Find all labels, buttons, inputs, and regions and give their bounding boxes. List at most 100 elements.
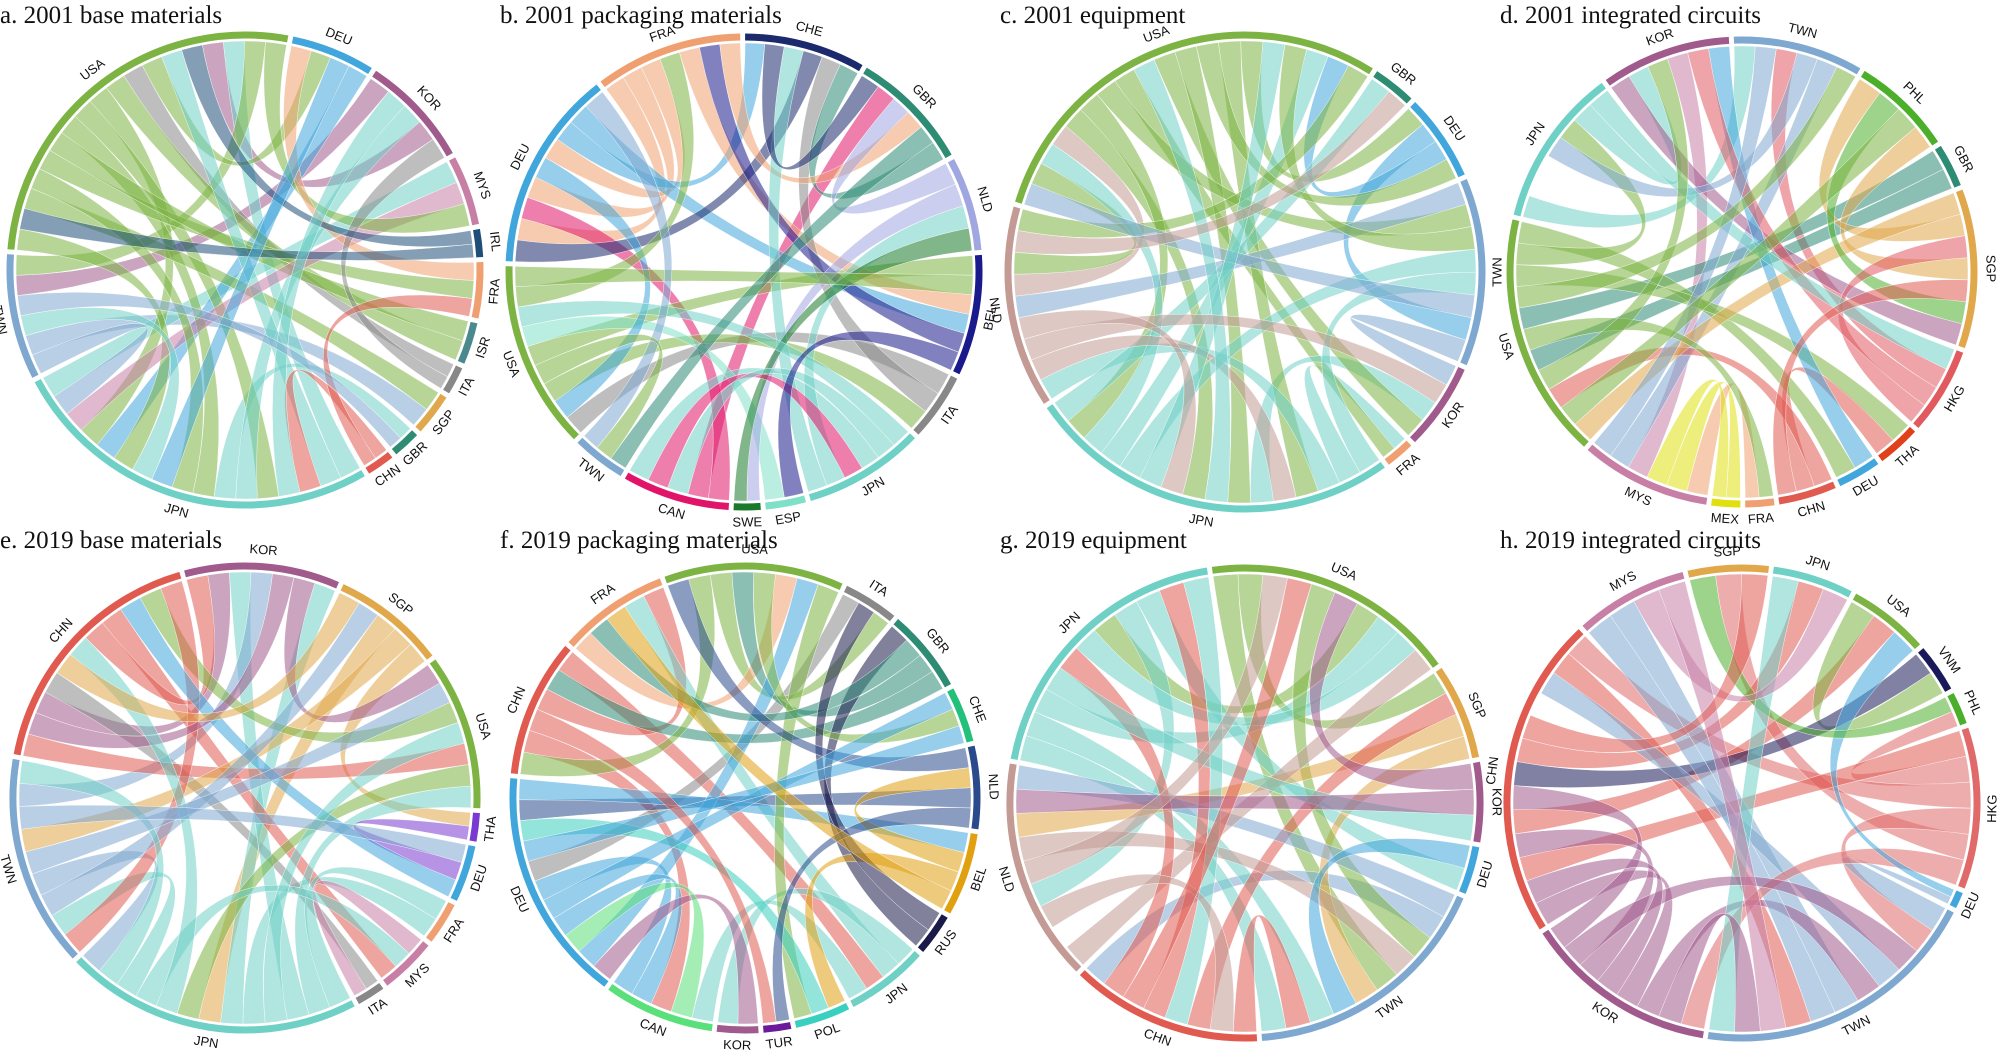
country-arc-can bbox=[608, 984, 713, 1032]
country-label-irl: IRL bbox=[487, 230, 504, 252]
chord-links bbox=[1512, 573, 1972, 1033]
country-arc-twn bbox=[1261, 895, 1464, 1041]
country-arc-gbr bbox=[893, 619, 952, 688]
country-arc-rus bbox=[917, 914, 948, 952]
chord-link bbox=[18, 804, 467, 863]
country-label-bel: BEL bbox=[967, 865, 989, 893]
chord-link bbox=[667, 367, 895, 495]
chord-link bbox=[606, 606, 952, 910]
country-arc-che bbox=[745, 33, 863, 72]
country-label-kor: KOR bbox=[723, 1037, 752, 1051]
country-arc-twn bbox=[1460, 179, 1486, 366]
country-arc-jpn bbox=[76, 957, 355, 1034]
country-arc-ita bbox=[355, 982, 384, 1005]
chord-link bbox=[312, 880, 422, 996]
country-arc-vnm bbox=[1918, 648, 1952, 692]
country-label-mex: MEX bbox=[1710, 510, 1739, 527]
country-arc-chn bbox=[13, 571, 182, 756]
country-arc-bel bbox=[944, 833, 978, 914]
country-label-deu: DEU bbox=[467, 863, 490, 894]
country-arc-usa bbox=[1506, 219, 1589, 447]
chord-links bbox=[518, 571, 972, 1025]
country-label-mys: MYS bbox=[471, 169, 495, 201]
country-label-pol: POL bbox=[812, 1020, 842, 1043]
country-arc-kor bbox=[184, 562, 339, 589]
chord-links bbox=[514, 42, 974, 502]
country-label-jpn: JPN bbox=[1188, 511, 1215, 530]
chord-link bbox=[1054, 78, 1390, 422]
chord-link bbox=[1538, 58, 1689, 390]
country-arc-usa bbox=[1211, 564, 1439, 668]
country-arc-nld bbox=[967, 745, 981, 830]
chord-link bbox=[1015, 788, 1475, 816]
country-arc-usa bbox=[7, 31, 289, 250]
chord-link bbox=[19, 760, 164, 985]
chord-links bbox=[15, 40, 475, 500]
chord-link bbox=[1646, 379, 1729, 498]
chord-link bbox=[1233, 914, 1311, 1033]
chord-link bbox=[517, 300, 909, 446]
country-arc-che bbox=[947, 688, 974, 743]
country-label-usa: USA bbox=[472, 711, 494, 741]
country-arc-twn bbox=[1733, 36, 1861, 75]
country-label-che: CHE bbox=[966, 694, 990, 725]
country-arc-sgp bbox=[1687, 564, 1769, 578]
country-label-tha: THA bbox=[481, 815, 499, 843]
country-arc-fra bbox=[1384, 440, 1412, 465]
country-label-twn: TWN bbox=[1786, 20, 1818, 42]
country-label-usa: USA bbox=[1329, 559, 1360, 583]
country-arc-chn bbox=[510, 645, 571, 774]
panel-h: h. 2019 integrated circuits MYS SGP JPN USA… bbox=[1483, 525, 2000, 1050]
country-arc-nld bbox=[947, 159, 982, 251]
country-label-jpn: JPN bbox=[163, 500, 191, 521]
country-label-nld: NLD bbox=[987, 296, 1006, 324]
country-label-fra: FRA bbox=[1747, 510, 1774, 527]
chord-link bbox=[263, 722, 465, 1024]
country-label-deu: DEU bbox=[323, 24, 354, 48]
country-label-bel: BEL bbox=[980, 305, 999, 332]
country-label-jpn: JPN bbox=[1804, 552, 1832, 574]
country-arc-kor bbox=[1410, 366, 1465, 443]
country-arc-gbr bbox=[1934, 145, 1961, 188]
panel-f: f. 2019 packaging materials USA ITA GBR CHE… bbox=[500, 525, 1002, 1051]
country-arc-usa bbox=[1015, 31, 1373, 204]
country-arc-mys bbox=[1587, 444, 1708, 505]
country-arc-kor bbox=[716, 1024, 759, 1034]
country-arc-fra bbox=[426, 902, 455, 942]
chord-links bbox=[18, 571, 472, 1025]
country-arc-tur bbox=[763, 1022, 792, 1033]
chord-diagram: TWNPHLGBRSGPHKGTHADEUCHNFRAMEXMYSUSAJPNK… bbox=[1495, 20, 1998, 527]
country-label-sgp: SGP bbox=[1465, 690, 1489, 721]
chord-link bbox=[64, 580, 200, 953]
country-label-jpn: JPN bbox=[1522, 119, 1548, 148]
panel-e: e. 2019 base materials KOR SGP USA THA DEU FR… bbox=[0, 525, 500, 1051]
country-label-jpn: JPN bbox=[193, 1033, 220, 1051]
country-arc-sgp bbox=[340, 584, 433, 660]
country-arc-swe bbox=[733, 502, 761, 511]
panel-a: a. 2001 base materials USA DEU KOR MYS IRL FR… bbox=[0, 0, 504, 525]
country-label-nld: NLD bbox=[996, 865, 1018, 894]
chord-link bbox=[1687, 48, 1937, 406]
panel-title: c. 2001 equipment bbox=[1000, 2, 1186, 29]
chord-link bbox=[1588, 615, 1836, 1022]
country-arc-chn bbox=[365, 451, 393, 474]
country-arc-fra bbox=[568, 578, 663, 647]
country-arc-hkg bbox=[1913, 350, 1964, 429]
country-arc-mex bbox=[1711, 498, 1741, 508]
country-label-hkg: HKG bbox=[1984, 794, 2000, 823]
chord-link bbox=[761, 43, 879, 170]
country-arc-pol bbox=[794, 1002, 850, 1028]
chord-link bbox=[85, 574, 215, 705]
country-label-usa: USA bbox=[1141, 22, 1172, 45]
panel-b: b. 2001 packaging materials FRA CHE GBR NLD… bbox=[500, 0, 1000, 530]
chord-link bbox=[543, 692, 954, 919]
country-arc-gbr bbox=[391, 430, 418, 455]
chord-link bbox=[304, 866, 447, 1008]
chord-link bbox=[815, 602, 940, 931]
chord-link bbox=[1308, 838, 1471, 1015]
chord-link bbox=[1522, 573, 1769, 753]
country-arc-usa bbox=[1852, 593, 1921, 650]
